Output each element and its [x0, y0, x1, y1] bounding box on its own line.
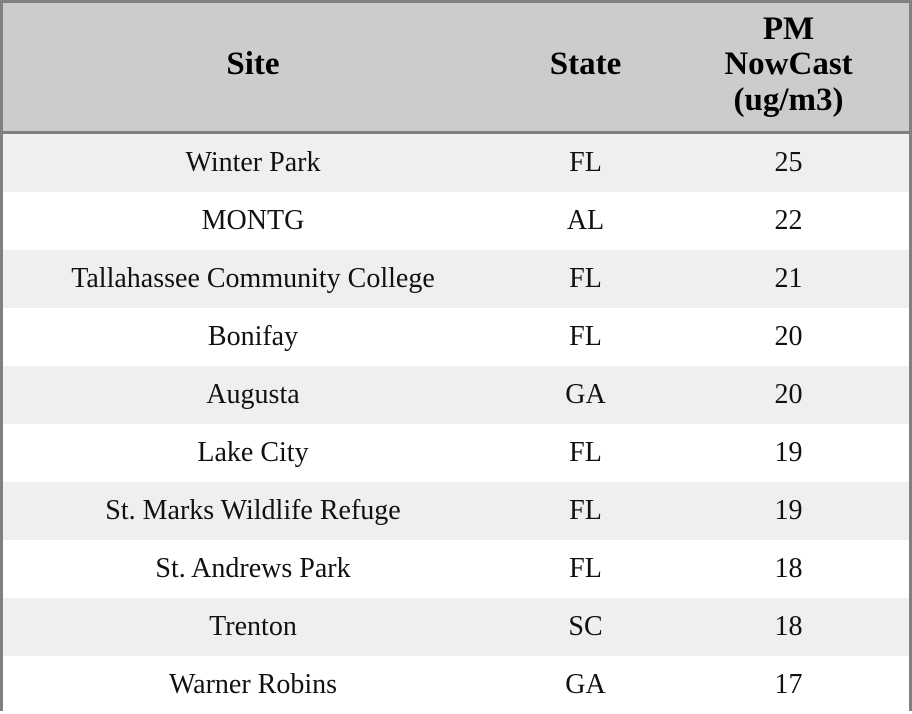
cell-state: FL	[503, 424, 668, 482]
table-row: St. Andrews Park FL 18	[3, 540, 909, 598]
cell-site: Lake City	[3, 424, 503, 482]
cell-state: FL	[503, 540, 668, 598]
cell-site: Augusta	[3, 366, 503, 424]
column-header-state[interactable]: State	[503, 3, 668, 133]
cell-state: FL	[503, 482, 668, 540]
header-row: Site State PM NowCast (ug/m3)	[3, 3, 909, 133]
table-row: Augusta GA 20	[3, 366, 909, 424]
cell-state: GA	[503, 366, 668, 424]
cell-state: AL	[503, 192, 668, 250]
cell-pm-nowcast: 20	[668, 366, 909, 424]
table-row: Tallahassee Community College FL 21	[3, 250, 909, 308]
table-row: Trenton SC 18	[3, 598, 909, 656]
cell-site: Tallahassee Community College	[3, 250, 503, 308]
cell-state: GA	[503, 656, 668, 714]
cell-pm-nowcast: 18	[668, 540, 909, 598]
cell-pm-nowcast: 18	[668, 598, 909, 656]
table-row: Lake City FL 19	[3, 424, 909, 482]
cell-state: SC	[503, 598, 668, 656]
cell-pm-nowcast: 20	[668, 308, 909, 366]
pm-nowcast-table: Site State PM NowCast (ug/m3) Winter Par…	[3, 3, 909, 714]
cell-site: Bonifay	[3, 308, 503, 366]
cell-site: MONTG	[3, 192, 503, 250]
cell-pm-nowcast: 17	[668, 656, 909, 714]
table-row: Winter Park FL 25	[3, 133, 909, 193]
table-header: Site State PM NowCast (ug/m3)	[3, 3, 909, 133]
cell-pm-nowcast: 19	[668, 482, 909, 540]
cell-site: Trenton	[3, 598, 503, 656]
column-header-pm-nowcast[interactable]: PM NowCast (ug/m3)	[668, 3, 909, 133]
cell-state: FL	[503, 250, 668, 308]
table-row: MONTG AL 22	[3, 192, 909, 250]
cell-site: Winter Park	[3, 133, 503, 193]
cell-site: Warner Robins	[3, 656, 503, 714]
cell-pm-nowcast: 21	[668, 250, 909, 308]
cell-pm-nowcast: 22	[668, 192, 909, 250]
table-row: St. Marks Wildlife Refuge FL 19	[3, 482, 909, 540]
table-row: Warner Robins GA 17	[3, 656, 909, 714]
cell-state: FL	[503, 133, 668, 193]
cell-state: FL	[503, 308, 668, 366]
column-header-site[interactable]: Site	[3, 3, 503, 133]
cell-site: St. Marks Wildlife Refuge	[3, 482, 503, 540]
table-body: Winter Park FL 25 MONTG AL 22 Tallahasse…	[3, 133, 909, 714]
cell-site: St. Andrews Park	[3, 540, 503, 598]
cell-pm-nowcast: 19	[668, 424, 909, 482]
cell-pm-nowcast: 25	[668, 133, 909, 193]
table-row: Bonifay FL 20	[3, 308, 909, 366]
